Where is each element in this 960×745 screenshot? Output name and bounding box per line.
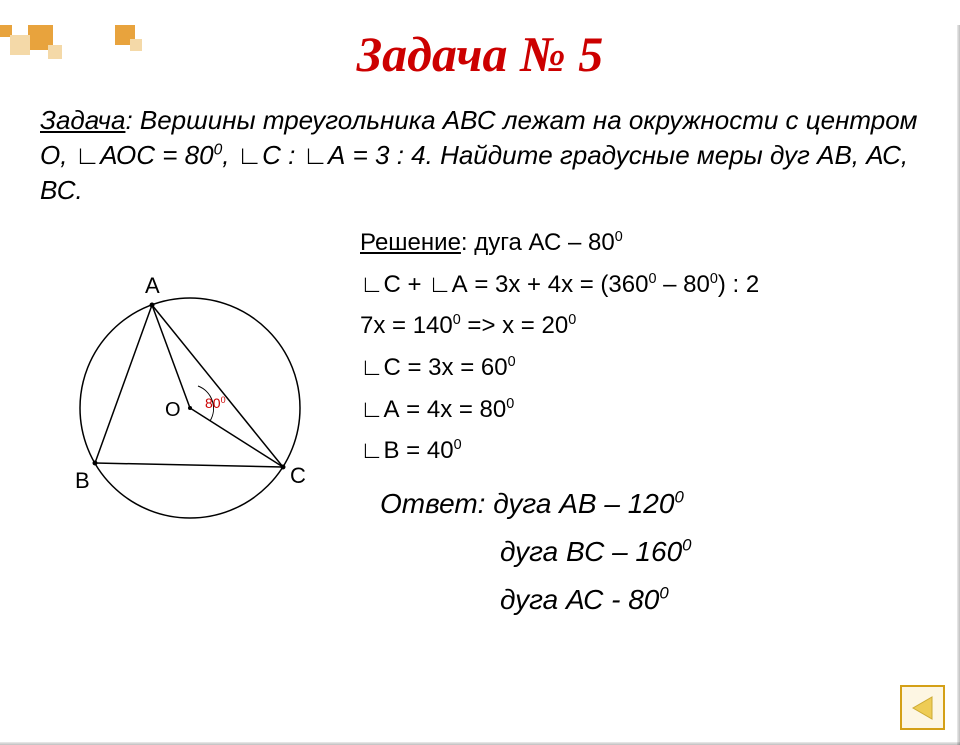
answer-block: Ответ: дуга АВ – 1200 дуга ВС – 1600 дуг… — [380, 483, 920, 621]
solution-block: Решение: дуга АС – 800 ∟С + ∟А = 3х + 4х… — [340, 218, 920, 627]
nav-back-button[interactable] — [900, 685, 945, 730]
angle-label: 800 — [205, 395, 226, 411]
triangle-left-icon — [910, 695, 936, 721]
solution-line-0-text: : дуга АС – 800 — [461, 229, 623, 256]
corner-decoration — [0, 25, 170, 65]
label-a: А — [145, 273, 160, 298]
problem-sup-1: 0 — [214, 141, 223, 158]
solution-line-3: ∟С = 3х = 600 — [360, 351, 920, 385]
answer-line-0: Ответ: дуга АВ – 1200 — [380, 483, 920, 525]
answer-line-2: дуга АС - 800 — [500, 579, 920, 621]
solution-line-5: ∟В = 400 — [360, 434, 920, 468]
problem-statement: Задача: Вершины треугольника АВС лежат н… — [40, 103, 920, 208]
label-b: В — [75, 468, 90, 493]
solution-line-4: ∟А = 4х = 800 — [360, 393, 920, 427]
solution-label: Решение — [360, 229, 461, 256]
circle-diagram: А В С O 800 — [40, 238, 340, 548]
problem-label: Задача — [40, 105, 125, 135]
label-c: С — [290, 463, 306, 488]
solution-line-1: ∟С + ∟А = 3х + 4х = (3600 – 800) : 2 — [360, 268, 920, 302]
label-o: O — [165, 399, 181, 421]
solution-line-0: Решение: дуга АС – 800 — [360, 226, 920, 260]
solution-line-2: 7х = 1400 => х = 200 — [360, 309, 920, 343]
diagram-container: А В С O 800 — [40, 218, 340, 627]
answer-line-1: дуга ВС – 1600 — [500, 531, 920, 573]
